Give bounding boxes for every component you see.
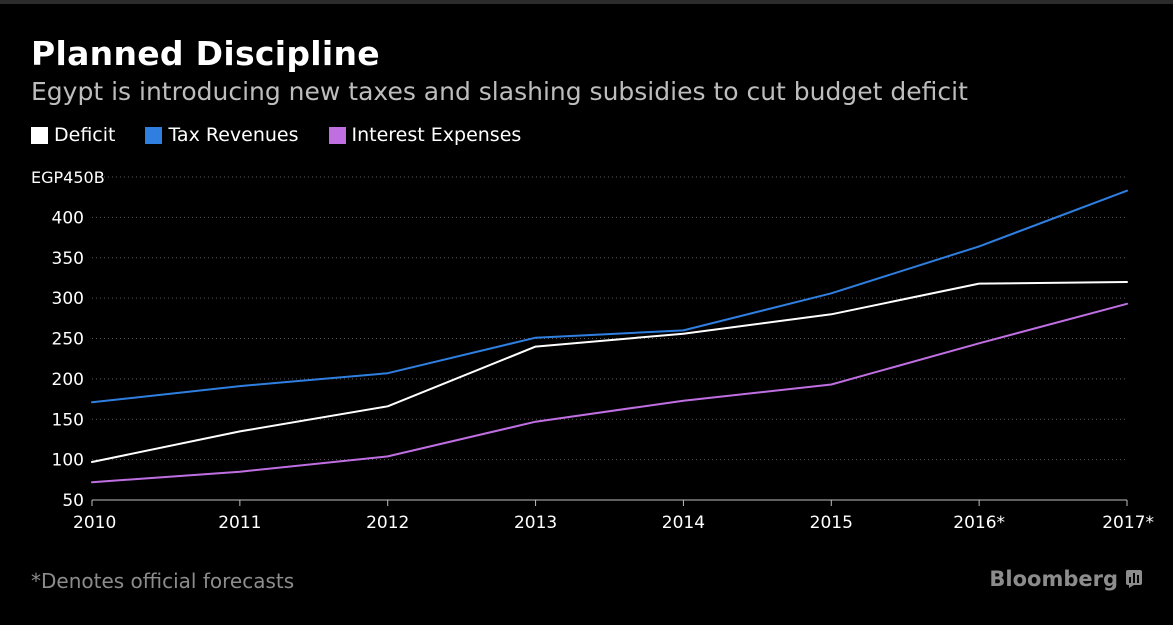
legend-label-interest-expenses: Interest Expenses — [351, 124, 522, 146]
bloomberg-chart-icon — [1126, 570, 1142, 588]
y-tick-label-150: 150 — [52, 410, 84, 430]
y-tick-label-50: 50 — [62, 491, 84, 511]
legend-label-deficit: Deficit — [54, 124, 116, 146]
top-bar — [0, 0, 1173, 4]
legend: Deficit Tax Revenues Interest Expenses — [31, 124, 551, 146]
x-tick-label-2016: 2016* — [953, 513, 1005, 533]
legend-item-interest-expenses: Interest Expenses — [328, 124, 522, 146]
x-tick-label-2017: 2017* — [1102, 513, 1154, 533]
y-tick-label-400: 400 — [52, 208, 84, 228]
brand-name: Bloomberg — [989, 567, 1118, 591]
legend-label-tax-revenues: Tax Revenues — [168, 124, 299, 146]
series-line-deficit — [91, 281, 1128, 463]
legend-swatch-deficit — [31, 126, 48, 144]
x-tick-label-2012: 2012 — [366, 513, 409, 533]
y-tick-label-100: 100 — [52, 451, 84, 471]
y-tick-label-250: 250 — [52, 330, 84, 350]
y-tick-label-300: 300 — [52, 289, 84, 309]
chart-title: Planned Discipline — [31, 34, 380, 73]
x-tick-label-2014: 2014 — [662, 513, 705, 533]
x-tick-label-2010: 2010 — [73, 513, 116, 533]
line-chart: 50 100 150 200 250 300 350 400 EGP450B 2010 2011 20… — [31, 168, 1154, 533]
brand-logo: Bloomberg — [989, 567, 1142, 591]
footnote: *Denotes official forecasts — [31, 569, 295, 593]
legend-swatch-tax-revenues — [145, 126, 163, 144]
x-tick-label-2013: 2013 — [514, 513, 557, 533]
series-line-tax-revenues — [91, 189, 1128, 404]
y-tick-label-450: EGP450B — [31, 168, 105, 187]
y-tick-label-200: 200 — [52, 370, 84, 390]
y-tick-label-350: 350 — [52, 249, 84, 269]
series-line-interest-expenses — [91, 302, 1128, 484]
x-tick-label-2015: 2015 — [810, 513, 853, 533]
legend-item-deficit: Deficit — [31, 124, 115, 146]
legend-item-tax-revenues: Tax Revenues — [145, 124, 299, 146]
legend-swatch-interest-expenses — [328, 126, 346, 144]
x-tick-label-2011: 2011 — [218, 513, 261, 533]
chart-subtitle: Egypt is introducing new taxes and slash… — [31, 77, 968, 106]
